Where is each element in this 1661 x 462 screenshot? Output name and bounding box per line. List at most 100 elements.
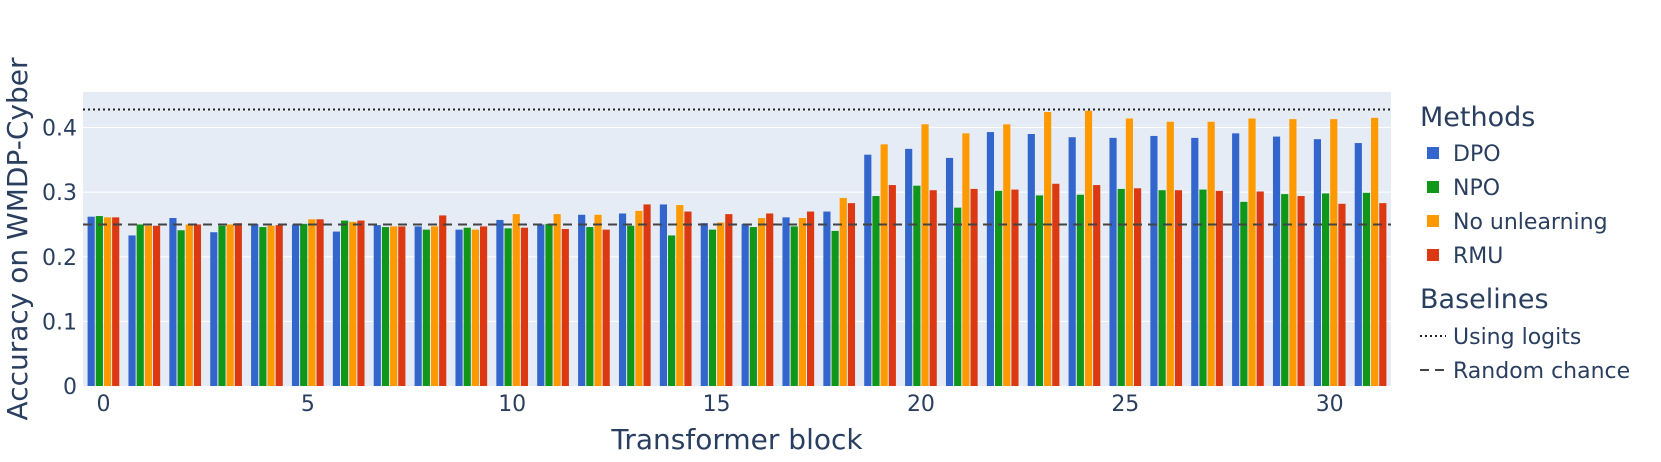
bar-no-unlearning [921, 124, 929, 387]
bar-no-unlearning [1084, 110, 1093, 386]
bar-rmu [234, 223, 242, 386]
bar-no-unlearning [308, 219, 316, 386]
bar-no-unlearning [962, 133, 970, 386]
bar-no-unlearning [226, 224, 234, 386]
bar-dpo [537, 224, 545, 386]
bar-dpo [1191, 137, 1199, 386]
bar-rmu [1297, 196, 1305, 386]
bar-rmu [479, 226, 488, 386]
bar-npo [300, 223, 308, 386]
bar-no-unlearning [1371, 117, 1379, 386]
bar-rmu [316, 219, 324, 386]
bar-rmu [1379, 203, 1387, 386]
y-axis-title: Accuracy on WMDP-Cyber [1, 57, 34, 420]
bar-no-unlearning [717, 222, 725, 386]
legend-title-baselines: Baselines [1420, 284, 1549, 315]
bar-no-unlearning [512, 214, 520, 386]
bar-rmu [439, 215, 447, 386]
bar-dpo [823, 211, 831, 386]
bar-npo [749, 227, 757, 386]
x-tick-label: 20 [907, 392, 935, 417]
y-tick-label: 0 [63, 375, 77, 400]
bar-dpo [782, 217, 790, 386]
bar-no-unlearning [1044, 112, 1052, 387]
x-axis-title: Transformer block [610, 423, 863, 456]
bar-npo [463, 227, 471, 386]
bar-dpo [1068, 137, 1076, 386]
bar-no-unlearning [1166, 121, 1174, 386]
bar-no-unlearning [1289, 119, 1297, 386]
bar-no-unlearning [839, 197, 847, 386]
bar-dpo [578, 214, 586, 386]
bar-rmu [1011, 189, 1019, 386]
bar-npo [259, 227, 267, 386]
bar-npo [136, 224, 144, 386]
bar-no-unlearning [103, 217, 112, 386]
bars [87, 110, 1387, 387]
bar-rmu [520, 227, 529, 386]
bar-dpo [1313, 139, 1322, 386]
bar-npo [668, 235, 676, 386]
bar-npo [1076, 194, 1084, 386]
legend-label-no-unlearning: No unlearning [1453, 210, 1608, 235]
x-tick-label: 0 [96, 392, 110, 417]
legend-label-rmu: RMU [1453, 244, 1503, 269]
bar-rmu [725, 214, 733, 386]
bar-no-unlearning [349, 221, 357, 386]
bar-npo [177, 230, 185, 386]
y-tick-label: 0.1 [42, 310, 77, 335]
bar-dpo [414, 226, 422, 386]
bar-dpo [1232, 133, 1240, 386]
bar-rmu [1256, 191, 1264, 386]
y-tick-label: 0.4 [42, 117, 77, 142]
bar-dpo [169, 218, 177, 386]
bar-dpo [332, 231, 341, 386]
bar-npo [913, 185, 921, 386]
bar-rmu [1215, 190, 1223, 386]
bar-rmu [357, 220, 365, 386]
bar-rmu [806, 211, 815, 386]
bar-rmu [643, 204, 651, 386]
bar-no-unlearning [880, 144, 888, 386]
bar-npo [995, 190, 1003, 386]
bar-npo [504, 228, 512, 386]
x-axis-ticks: 0 5 10 15 20 25 30 [96, 392, 1343, 417]
bar-npo [422, 229, 430, 386]
bar-rmu [1093, 185, 1101, 386]
bar-no-unlearning [635, 210, 643, 386]
bar-npo [545, 223, 553, 386]
bar-no-unlearning [471, 229, 479, 386]
bar-npo [627, 225, 635, 386]
x-tick-label: 15 [703, 392, 731, 417]
bar-rmu [847, 203, 856, 386]
bar-dpo [496, 219, 504, 386]
bar-dpo [864, 154, 872, 386]
legend-label-using-logits: Using logits [1453, 325, 1581, 350]
legend-swatch-dpo [1427, 147, 1439, 159]
bar-no-unlearning [144, 225, 152, 386]
y-tick-label: 0.2 [42, 246, 77, 271]
legend-label-dpo: DPO [1453, 142, 1501, 167]
bar-no-unlearning [430, 226, 439, 386]
bar-rmu [112, 217, 120, 386]
bar-rmu [1052, 183, 1060, 386]
bar-no-unlearning [185, 224, 193, 386]
bar-no-unlearning [1207, 121, 1215, 386]
bar-npo [1117, 188, 1125, 386]
bar-no-unlearning [553, 214, 561, 386]
bar-rmu [193, 224, 202, 386]
bar-no-unlearning [757, 218, 766, 386]
bar-rmu [929, 190, 937, 386]
bar-npo [1281, 194, 1289, 386]
legend-label-npo: NPO [1453, 176, 1500, 201]
bar-rmu [766, 213, 774, 386]
bar-npo [381, 227, 390, 386]
bar-dpo [618, 213, 627, 386]
bar-npo [1362, 192, 1371, 386]
bar-dpo [128, 235, 136, 386]
bar-no-unlearning [267, 225, 275, 386]
bar-no-unlearning [676, 205, 684, 386]
legend-label-random-chance: Random chance [1453, 359, 1630, 384]
bar-npo [1158, 190, 1166, 386]
bar-dpo [210, 232, 218, 386]
